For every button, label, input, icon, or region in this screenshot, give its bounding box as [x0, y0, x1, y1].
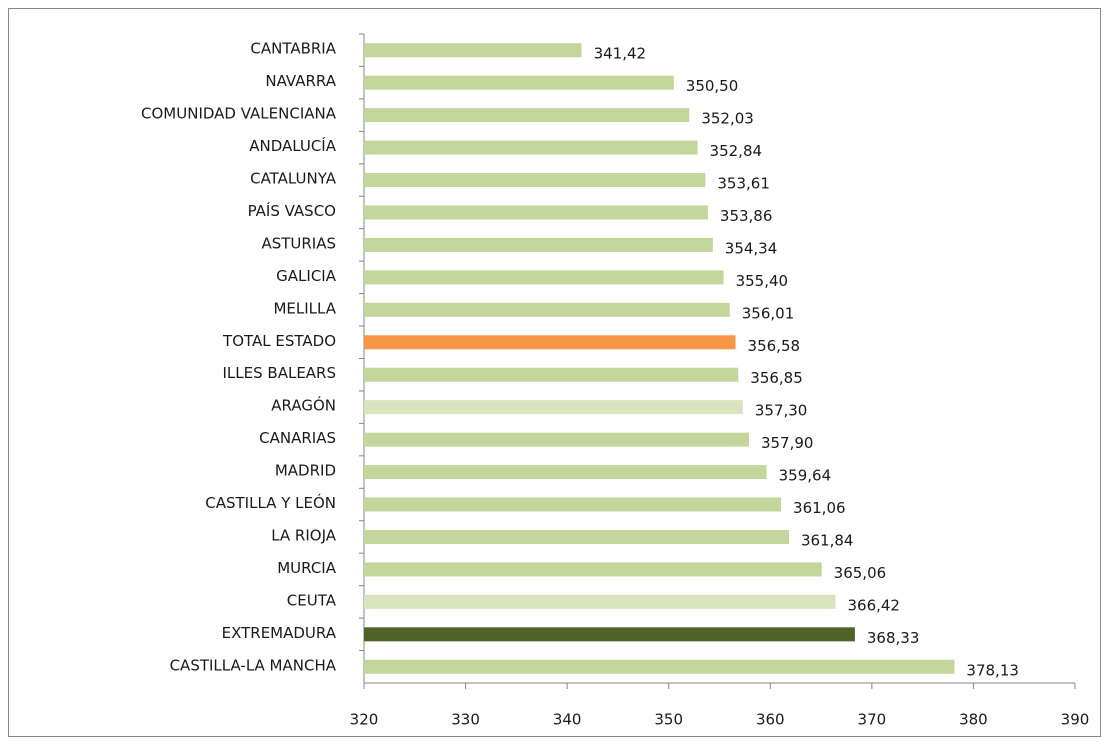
y-tick-label: GALICIA: [276, 267, 337, 285]
y-tick-label: ARAGÓN: [271, 396, 336, 415]
y-tick-label: MURCIA: [277, 559, 336, 577]
value-label: 361,06: [793, 499, 846, 517]
y-tick-label: NAVARRA: [265, 72, 336, 90]
bar: [364, 335, 736, 350]
y-tick-label: ILLES BALEARS: [223, 364, 337, 382]
value-label: 357,90: [761, 434, 814, 452]
value-label: 355,40: [736, 272, 789, 290]
x-tick-label: 350: [654, 711, 683, 729]
y-tick-label: COMUNIDAD VALENCIANA: [141, 105, 337, 123]
bar: [364, 302, 730, 317]
y-tick-label: CANTABRIA: [250, 40, 336, 58]
y-tick-label: MADRID: [275, 462, 336, 480]
y-tick-label: CEUTA: [287, 591, 337, 609]
bar: [364, 75, 674, 90]
value-label: 368,33: [867, 629, 920, 647]
value-label: 354,34: [725, 239, 778, 257]
y-tick-label: CASTILLA Y LEÓN: [205, 493, 336, 512]
y-tick-label: TOTAL ESTADO: [222, 332, 336, 350]
bar: [364, 497, 782, 512]
value-label: 366,42: [847, 596, 900, 614]
bar: [364, 140, 698, 155]
y-tick-label: ANDALUCÍA: [249, 136, 337, 155]
y-tick-label: CASTILLA-LA MANCHA: [170, 656, 337, 674]
value-label: 356,01: [742, 304, 795, 322]
bar: [364, 367, 739, 382]
x-tick-label: 330: [451, 711, 480, 729]
value-label: 350,50: [686, 77, 739, 95]
y-tick-label: MELILLA: [273, 299, 336, 317]
value-label: 365,06: [834, 564, 887, 582]
x-tick-label: 320: [350, 711, 379, 729]
bar: [364, 205, 708, 220]
y-tick-label: EXTREMADURA: [222, 624, 337, 642]
bar: [364, 400, 743, 415]
x-tick-label: 360: [756, 711, 785, 729]
y-tick-label: CANARIAS: [259, 429, 336, 447]
y-tick-label: LA RIOJA: [271, 526, 337, 544]
bar: [364, 594, 836, 609]
x-tick-label: 340: [553, 711, 582, 729]
y-tick-label: ASTURIAS: [261, 234, 336, 252]
bar: [364, 465, 767, 480]
bar: [364, 562, 822, 577]
bar: [364, 529, 789, 544]
value-label: 356,58: [748, 337, 801, 355]
bar: [364, 173, 706, 188]
bar: [364, 432, 749, 447]
x-tick-label: 380: [959, 711, 988, 729]
value-label: 359,64: [779, 467, 832, 485]
value-label: 353,86: [720, 207, 773, 225]
bar: [364, 108, 690, 123]
value-label: 357,30: [755, 402, 808, 420]
bar: [364, 627, 855, 642]
value-label: 352,84: [710, 142, 763, 160]
bar: [364, 270, 724, 285]
y-tick-label: PAÍS VASCO: [248, 201, 336, 220]
value-label: 352,03: [701, 110, 754, 128]
value-label: 361,84: [801, 531, 854, 549]
bar: [364, 237, 713, 252]
bar: [364, 659, 955, 674]
value-label: 378,13: [966, 661, 1019, 679]
x-tick-label: 390: [1061, 711, 1090, 729]
y-tick-label: CATALUNYA: [250, 170, 337, 188]
value-label: 341,42: [594, 45, 647, 63]
value-label: 356,85: [750, 369, 803, 387]
x-tick-label: 370: [858, 711, 887, 729]
value-label: 353,61: [717, 175, 770, 193]
bar: [364, 43, 582, 58]
